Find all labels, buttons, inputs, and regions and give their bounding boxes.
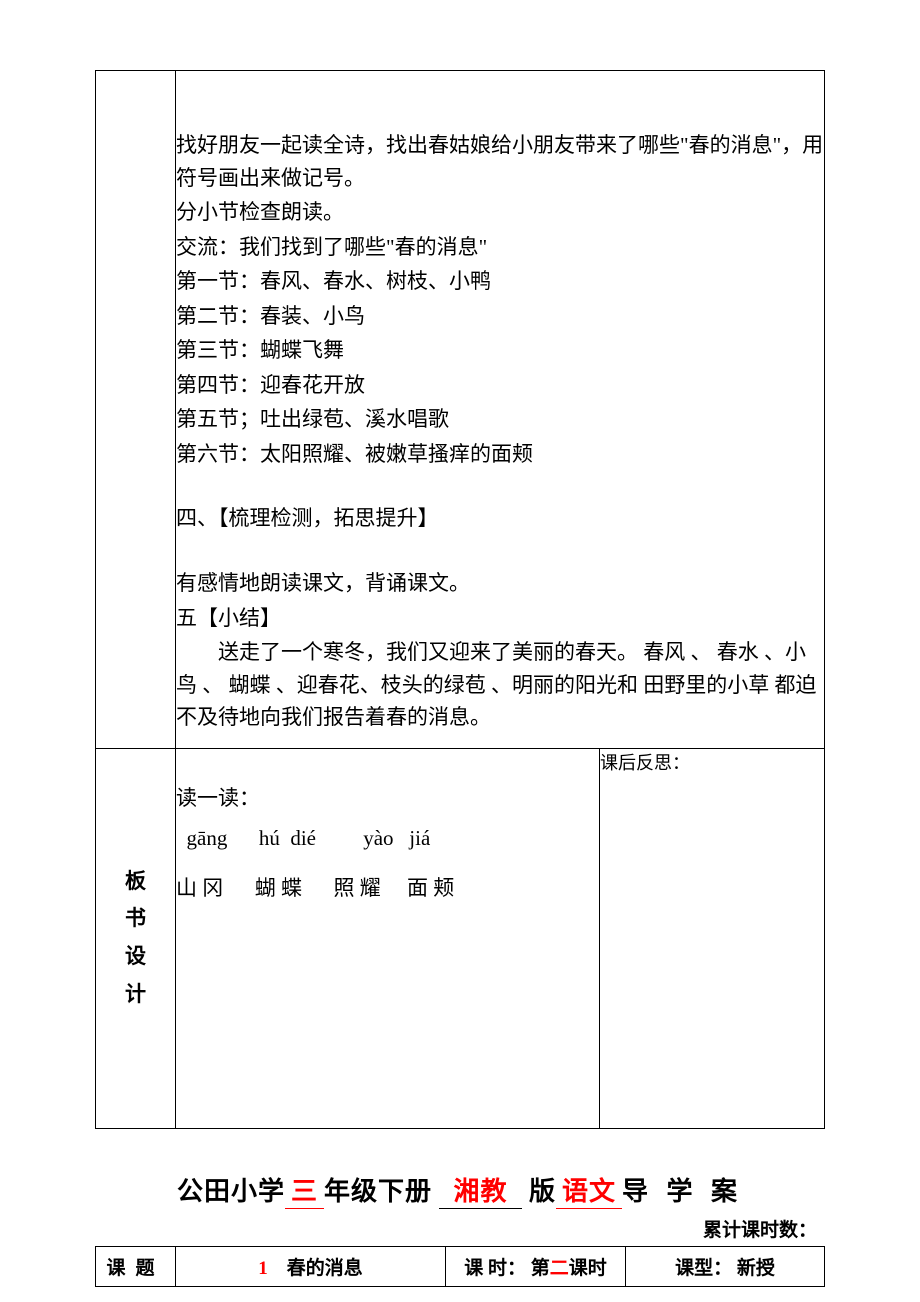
spacer (176, 859, 599, 869)
label-char: 书 (125, 900, 146, 938)
grade-value: 三 (285, 1171, 324, 1209)
board-design-row: 板 书 设 计 读一读： gāng hú dié yào jiá 山 冈 蝴 蝶… (96, 748, 825, 1128)
hanzi-line: 山 冈 蝴 蝶 照 耀 面 颊 (176, 869, 599, 909)
period-label: 课 时： (464, 1258, 526, 1279)
reflection-label: 课后反思： (600, 753, 690, 773)
publisher-value: 湘教 (439, 1171, 521, 1209)
label-char: 设 (125, 938, 146, 976)
title-mid1: 年级下册 (324, 1177, 432, 1206)
subject-value: 语文 (556, 1171, 622, 1209)
lesson-content-cell: 找好朋友一起读全诗，找出春姑娘给小朋友带来了哪些"春的消息"，用符号画出来做记号… (176, 71, 825, 749)
label-char: 计 (125, 976, 146, 1014)
content-row: 找好朋友一起读全诗，找出春姑娘给小朋友带来了哪些"春的消息"，用符号画出来做记号… (96, 71, 825, 749)
spacer (176, 749, 599, 779)
spacer (176, 71, 824, 129)
board-label-vertical: 板 书 设 计 (96, 749, 175, 1128)
spacer (176, 472, 824, 502)
cumulative-hours-label: 累计课时数： (95, 1215, 825, 1242)
period-post: 课时 (569, 1258, 607, 1279)
period-pre: 第 (531, 1258, 550, 1279)
lesson-number: 1 (258, 1258, 268, 1279)
spacer (176, 736, 824, 748)
lesson-title: 春的消息 (268, 1258, 363, 1279)
section-item: 第一节：春风、春水、树枝、小鸭 (176, 265, 824, 298)
paragraph: 交流：我们找到了哪些"春的消息" (176, 231, 824, 264)
period-number: 二 (550, 1258, 569, 1279)
title-prefix: 公田小学 (177, 1177, 285, 1206)
type-value: 新授 (737, 1258, 775, 1279)
type-label: 课型： (675, 1258, 732, 1279)
type-cell: 课型： 新授 (626, 1246, 825, 1286)
pinyin-line: gāng hú dié yào jiá (176, 819, 599, 859)
table-row: 课题 1 春的消息 课 时： 第二课时 课型： 新授 (96, 1246, 825, 1286)
spacer (176, 537, 824, 567)
board-label-cell: 板 书 设 计 (96, 748, 176, 1128)
section-item: 第六节：太阳照耀、被嫩草搔痒的面颊 (176, 438, 824, 471)
paragraph: 找好朋友一起读全诗，找出春姑娘给小朋友带来了哪些"春的消息"，用符号画出来做记号… (176, 129, 824, 194)
section-item: 第二节：春装、小鸟 (176, 300, 824, 333)
label-char: 板 (125, 863, 146, 901)
paragraph: 分小节检查朗读。 (176, 196, 824, 229)
period-cell: 课 时： 第二课时 (446, 1246, 626, 1286)
section-item: 第五节；吐出绿苞、溪水唱歌 (176, 403, 824, 436)
summary-paragraph: 送走了一个寒冬，我们又迎来了美丽的春天。 春风 、 春水 、小鸟 、 蝴蝶 、迎… (176, 636, 824, 734)
lesson-plan-table: 找好朋友一起读全诗，找出春姑娘给小朋友带来了哪些"春的消息"，用符号画出来做记号… (95, 70, 825, 1129)
section-item: 第三节：蝴蝶飞舞 (176, 334, 824, 367)
topic-value: 1 春的消息 (176, 1246, 446, 1286)
board-content-cell: 读一读： gāng hú dié yào jiá 山 冈 蝴 蝶 照 耀 面 颊 (176, 748, 600, 1128)
title-suffix: 导 学 案 (622, 1177, 743, 1206)
heading-5: 五【小结】 (176, 602, 824, 635)
title-mid2: 版 (529, 1177, 556, 1206)
heading-4: 四、【梳理检测，拓思提升】 (176, 502, 824, 535)
empty-label-cell (96, 71, 176, 749)
reflection-cell: 课后反思： (600, 748, 825, 1128)
lesson-info-table: 课题 1 春的消息 课 时： 第二课时 课型： 新授 (95, 1246, 825, 1287)
document-title: 公田小学三年级下册 湘教 版语文导 学 案 (95, 1171, 825, 1209)
topic-label: 课题 (96, 1246, 176, 1286)
paragraph: 有感情地朗读课文，背诵课文。 (176, 567, 824, 600)
read-title: 读一读： (176, 779, 599, 819)
section-item: 第四节：迎春花开放 (176, 369, 824, 402)
